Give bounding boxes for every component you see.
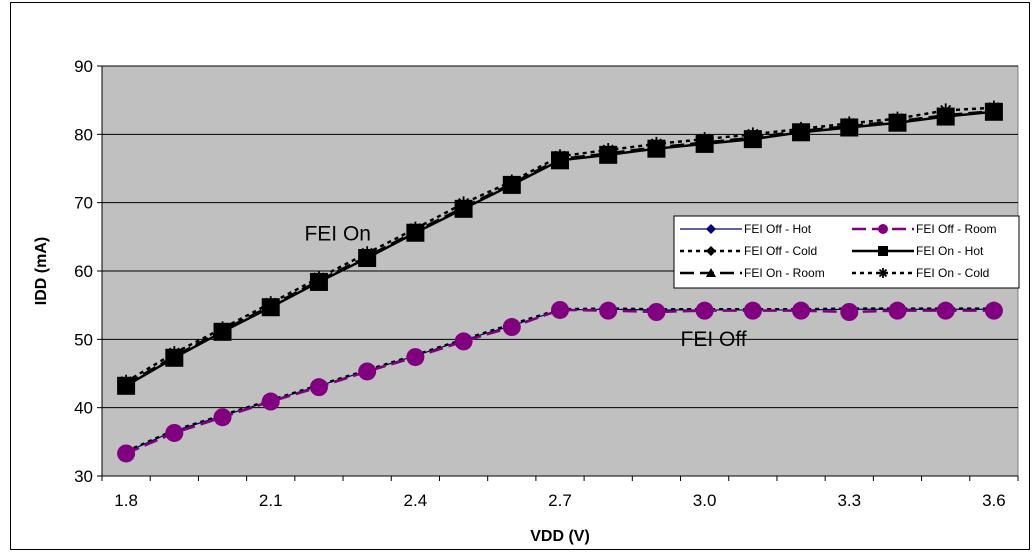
marker-diamond [706,224,716,234]
y-tick-label: 40 [74,399,93,418]
axes: 30 40 50 60 70 80 90 1.8 2.1 2.4 2.7 3.0 3.3 3.6 [74,57,1019,510]
marker-square [936,107,955,126]
marker-circle [358,362,377,381]
legend-item: FEI Off - Hot [680,222,812,236]
legend-label: FEI On - Cold [916,266,989,280]
x-tick-label: 2.1 [259,491,283,510]
legend-item: FEI On - Cold [852,266,989,280]
marker-circle [551,300,569,319]
marker-square [599,145,618,164]
gridlines [102,65,1018,409]
y-tick-label: 80 [74,125,93,144]
marker-circle [840,303,859,321]
marker-star [878,268,888,278]
marker-circle [888,301,907,320]
legend-label: FEI Off - Hot [744,222,812,236]
marker-square [840,118,859,137]
annotation-fei-off: FEI Off [681,328,747,351]
legend: FEI Off - Hot FEI Off - Room FEI Off - Col… [673,215,1020,289]
x-tick-label: 2.4 [404,491,428,510]
marker-circle [406,348,425,367]
marker-circle [261,392,280,411]
marker-square [792,123,811,142]
marker-circle [213,408,232,427]
y-tick-label: 90 [74,57,93,76]
marker-square [502,175,521,194]
marker-circle [309,378,328,397]
marker-square [261,298,280,317]
marker-circle [936,301,955,320]
marker-square [695,134,714,153]
x-tick-label: 1.8 [114,491,138,510]
marker-circle [743,301,762,320]
marker-square [743,130,762,149]
x-axis-title: VDD (V) [530,528,590,545]
marker-circle [878,224,888,234]
y-tick-label: 50 [74,330,93,349]
legend-label: FEI On - Room [744,266,825,280]
y-axis-title: IDD (mA) [33,237,50,305]
marker-diamond [706,246,716,256]
marker-square [213,322,232,341]
legend-item: FEI Off - Cold [680,244,817,258]
marker-square [165,348,184,367]
x-tick-label: 3.6 [982,491,1006,510]
annotation-fei-on: FEI On [304,222,371,245]
series-layer [117,100,1003,463]
marker-square [878,246,888,256]
series-fei-on-hot [117,102,1003,395]
marker-square [406,223,425,242]
marker-square [454,199,473,218]
legend-item: FEI On - Room [680,266,825,280]
marker-square [117,376,136,395]
marker-circle [695,301,714,320]
marker-circle [984,301,1003,320]
y-tick-label: 70 [74,194,93,213]
marker-square [309,272,328,291]
legend-label: FEI Off - Room [916,222,996,236]
marker-square [551,151,569,170]
legend-label: FEI On - Hot [916,244,984,258]
marker-circle [165,423,184,442]
x-tick-label: 2.7 [548,491,572,510]
marker-circle [599,301,618,320]
marker-square [888,113,907,132]
legend-label: FEI Off - Cold [744,244,817,258]
y-tick-label: 30 [74,467,93,486]
marker-square [984,102,1003,121]
marker-circle [647,303,666,321]
x-tick-label: 3.3 [837,491,861,510]
x-tick-label: 3.0 [693,491,717,510]
y-tick-label: 60 [74,262,93,281]
marker-circle [117,444,136,463]
marker-circle [792,301,811,320]
series-fei-off-room [117,300,1003,463]
marker-triangle [706,268,716,277]
marker-square [358,249,377,268]
marker-circle [502,318,521,337]
marker-square [647,139,666,158]
marker-circle [454,332,473,351]
legend-item: FEI Off - Room [852,222,996,236]
legend-item: FEI On - Hot [852,244,984,258]
